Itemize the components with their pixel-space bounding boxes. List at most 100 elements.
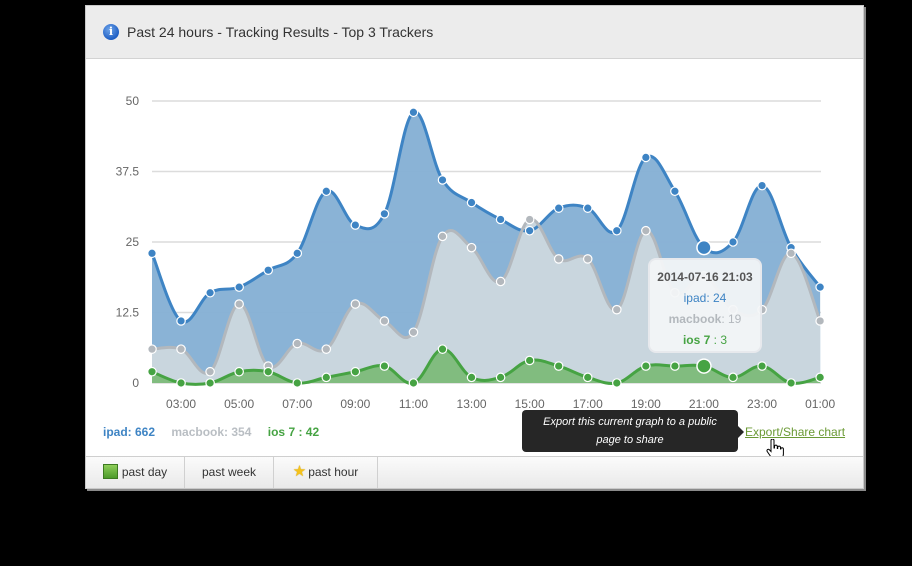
ipad-point[interactable] [611,225,622,236]
ios7-point[interactable] [786,378,796,388]
ios7-point[interactable] [437,344,448,354]
macbook-point[interactable] [641,225,651,236]
ios7-point[interactable] [205,378,215,388]
x-tick-label: 05:00 [224,397,254,411]
ios7-point[interactable] [670,361,680,371]
legend-ipad[interactable]: ipad: 662 [103,425,156,439]
macbook-point[interactable] [205,366,215,377]
chart-legend: ipad: 662 macbook: 354 ios 7 : 42 [103,425,332,439]
legend-macbook[interactable]: macbook: 354 [171,425,252,439]
x-tick-label: 03:00 [166,397,196,411]
macbook-point[interactable] [495,276,506,287]
macbook-point[interactable] [466,242,477,253]
x-tick-label: 17:00 [573,397,603,411]
macbook-point[interactable] [437,231,448,242]
ipad-point[interactable] [350,220,361,230]
ipad-point[interactable] [292,248,303,259]
y-tick-label: 12.5 [116,306,140,320]
tab-past-week[interactable]: past week [185,457,274,488]
ipad-point[interactable] [495,214,506,225]
tooltip-date: 2014-07-16 21:03 [657,270,753,284]
ipad-point[interactable] [176,316,186,326]
ios7-point[interactable] [728,372,738,383]
tooltip-ipad-label: ipad [683,291,707,305]
macbook-point[interactable] [176,344,186,354]
x-tick-label: 09:00 [340,397,370,411]
tab-past-day[interactable]: past day [86,457,185,488]
macbook-point[interactable] [815,316,825,326]
macbook-point[interactable] [321,344,332,354]
macbook-point[interactable] [408,327,419,338]
ipad-point[interactable] [757,180,767,191]
ipad-point[interactable] [641,152,651,163]
ipad-point[interactable] [815,282,825,292]
ipad-point[interactable] [263,265,273,275]
ipad-point[interactable] [582,203,593,213]
ios7-point[interactable] [379,361,390,371]
ios7-point[interactable] [466,372,477,383]
chart-tooltip: 2014-07-16 21:03 ipad: 24 macbook: 19 io… [648,258,762,353]
ios7-point[interactable] [582,372,593,383]
ios7-point[interactable] [696,358,712,374]
tab-past-hour[interactable]: ★ past hour [274,457,378,488]
macbook-point[interactable] [524,214,535,225]
ios7-point[interactable] [757,361,767,371]
ios7-point[interactable] [524,355,535,366]
ios7-point[interactable] [176,378,186,388]
y-tick-label: 50 [126,94,140,108]
ipad-point[interactable] [147,248,157,259]
tab-label: past day [121,465,168,479]
macbook-point[interactable] [611,304,622,315]
tab-label: past hour [308,465,359,479]
macbook-point[interactable] [147,344,157,354]
tooltip-ios7: ios 7 : 3 [650,333,760,347]
ipad-point[interactable] [728,237,738,247]
ipad-point[interactable] [670,186,680,197]
macbook-point[interactable] [379,316,390,326]
ios7-point[interactable] [263,366,273,377]
x-tick-label: 07:00 [282,397,312,411]
ipad-point[interactable] [696,239,712,256]
macbook-point[interactable] [350,299,361,309]
ipad-point[interactable] [321,186,332,197]
tooltip-ios7-label: ios 7 [682,333,711,347]
area-chart[interactable]: 0 12.5 25 37.5 50 03:00 05:00 07:00 09:00 11:00 13… [86,6,863,426]
ios7-point[interactable] [553,361,564,371]
tooltip-ios7-value: : 3 [710,333,728,347]
panel-title: Past 24 hours - Tracking Results - Top 3… [127,24,434,40]
export-tip-line2: page to share [596,434,664,446]
x-tick-label: 15:00 [515,397,545,411]
green-square-icon [102,464,118,479]
macbook-point[interactable] [553,254,564,264]
tab-label: past week [201,465,257,479]
ipad-point[interactable] [524,225,535,236]
ipad-point[interactable] [408,107,419,118]
ios7-point[interactable] [815,372,825,383]
ios7-point[interactable] [147,366,157,377]
macbook-point[interactable] [786,248,796,259]
macbook-point[interactable] [234,299,244,309]
ios7-point[interactable] [408,378,419,388]
macbook-point[interactable] [292,338,303,349]
ios7-point[interactable] [292,378,303,388]
ios7-point[interactable] [234,366,244,377]
ipad-point[interactable] [234,282,244,292]
legend-ios7[interactable]: ios 7 : 42 [267,425,320,439]
tooltip-ipad: ipad: 24 [650,291,760,305]
ipad-point[interactable] [553,203,564,213]
x-tick-label: 01:00 [805,397,835,411]
macbook-point[interactable] [582,254,593,264]
ios7-point[interactable] [495,372,506,383]
export-share-link[interactable]: Export/Share chart [745,425,846,439]
tooltip-macbook-value: : 19 [721,312,742,326]
ios7-point[interactable] [350,366,361,377]
ipad-point[interactable] [205,287,215,298]
ios7-area [152,349,821,385]
ios7-point[interactable] [611,378,622,388]
ipad-point[interactable] [437,175,448,185]
ios7-point[interactable] [641,361,651,371]
ipad-point[interactable] [466,197,477,208]
x-tick-label: 19:00 [631,397,661,411]
ipad-point[interactable] [379,209,390,219]
ios7-point[interactable] [321,372,332,383]
